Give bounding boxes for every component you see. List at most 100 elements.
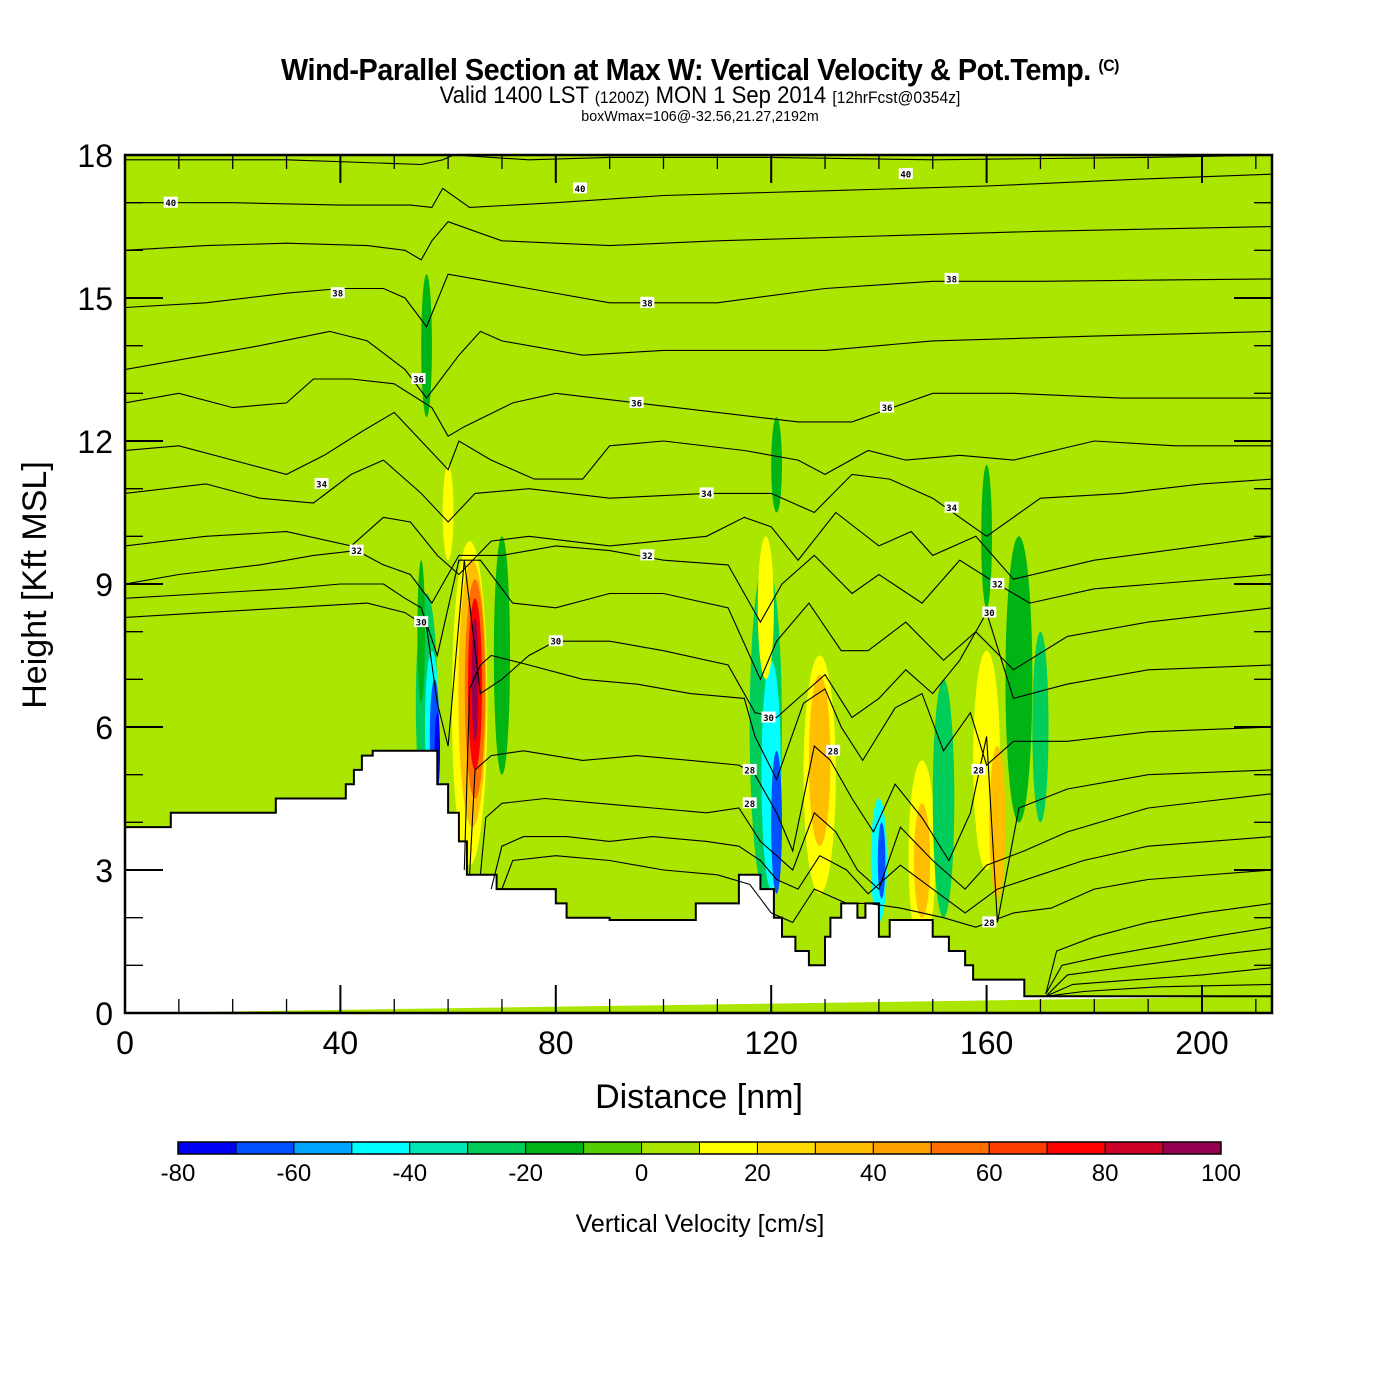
velocity-cell	[913, 803, 931, 918]
theta-label-text: 28	[973, 766, 984, 776]
theta-label: 32	[990, 578, 1005, 591]
theta-label-text: 34	[701, 490, 712, 500]
axis-ticks	[124, 154, 1272, 1014]
theta-contour-line	[125, 173, 1272, 208]
colorbar-bin	[1104, 1141, 1164, 1155]
theta-label-text: 32	[642, 552, 653, 562]
y-tick-labels: 0 3 6 9 12 15 18	[77, 138, 113, 1032]
theta-label-text: 34	[946, 504, 957, 514]
theta-label-text: 38	[332, 290, 343, 300]
theta-label-bg	[573, 182, 587, 194]
velocity-cell	[195, 488, 249, 870]
theta-contour-line	[1045, 902, 1272, 995]
theta-label-bg	[411, 373, 426, 384]
velocity-cell	[877, 822, 886, 899]
velocity-cell	[1005, 536, 1033, 823]
y-axis-title: Height [Kft MSL]	[16, 461, 54, 709]
x-axis-title: Distance [nm]	[595, 1078, 803, 1116]
colorbar	[177, 1141, 1222, 1155]
theta-label-bg	[982, 606, 997, 618]
velocity-cell	[431, 155, 465, 346]
y-tick-label: 6	[95, 710, 113, 746]
theta-label-text: 28	[984, 919, 995, 929]
theta-contour-line	[1045, 948, 1272, 997]
colorbar-bin	[467, 1141, 527, 1155]
velocity-cell	[421, 274, 432, 418]
colorbar-tick-label: -80	[161, 1160, 196, 1187]
theta-label-text: 36	[413, 376, 424, 386]
y-tick-label: 3	[95, 853, 113, 889]
terrain-fill	[125, 750, 1272, 1013]
colorbar-bin	[525, 1141, 585, 1155]
chart-title: Wind-Parallel Section at Max W: Vertical…	[49, 52, 1351, 88]
colorbar-bin	[583, 1141, 643, 1155]
velocity-cell	[157, 155, 179, 394]
velocity-cell	[932, 679, 955, 918]
theta-contour-line	[463, 654, 1272, 871]
velocity-cell	[493, 536, 511, 775]
terrain-mask	[125, 749, 1272, 1013]
theta-label-bg	[944, 272, 959, 284]
theta-label-text: 36	[882, 404, 893, 414]
y-tick-label: 18	[77, 138, 113, 174]
theta-contour-line	[469, 736, 1272, 923]
theta-label: 36	[880, 401, 894, 414]
theta-label-bg	[761, 711, 776, 723]
colorbar-title: Vertical Velocity [cm/s]	[576, 1210, 825, 1238]
theta-contour-line	[479, 793, 1272, 891]
theta-label-bg	[898, 168, 913, 180]
velocity-cell	[835, 369, 869, 608]
theta-label-text: 40	[575, 185, 586, 195]
colorbar-tick-label: 60	[976, 1160, 1003, 1187]
box-wmax-info: boxWmax=106@-32.56,21.27,2192m	[581, 108, 819, 125]
colorbar-bin	[756, 1141, 816, 1155]
velocity-cell	[555, 607, 610, 799]
velocity-cell	[1207, 383, 1251, 499]
velocity-cell	[1078, 788, 1143, 904]
theta-label: 30	[761, 711, 776, 724]
theta-label: 30	[982, 606, 997, 619]
colorbar-bin	[235, 1141, 295, 1155]
velocity-cell	[442, 464, 454, 561]
colorbar-bin	[814, 1141, 874, 1155]
x-tick-label: 0	[116, 1025, 134, 1061]
velocity-cell	[771, 417, 782, 513]
velocity-cell	[471, 617, 479, 742]
x-tick-label: 120	[745, 1025, 798, 1061]
theta-contour-line	[125, 273, 1272, 328]
theta-contour-line	[125, 378, 1272, 437]
theta-label-text: 30	[550, 638, 561, 648]
theta-label-text: 28	[744, 800, 755, 810]
velocity-cell	[417, 560, 425, 704]
y-tick-label: 12	[77, 424, 113, 460]
y-tick-label: 9	[95, 567, 113, 603]
theta-label: 34	[944, 501, 959, 514]
velocity-cell	[757, 536, 774, 680]
theta-label-bg	[314, 477, 329, 489]
colorbar-tick-label: -40	[392, 1160, 427, 1187]
colorbar-bin	[872, 1141, 932, 1155]
colorbar-bin	[293, 1141, 353, 1155]
theta-label: 28	[826, 744, 841, 757]
velocity-cell	[1148, 631, 1256, 870]
theta-label-bg	[971, 763, 986, 775]
velocity-cell	[458, 202, 492, 584]
theta-label: 40	[898, 168, 913, 181]
theta-label: 34	[314, 477, 329, 490]
theta-contour-line	[1045, 926, 1272, 995]
colorbar-bin	[930, 1141, 990, 1155]
theta-label-text: 38	[946, 275, 957, 285]
y-tick-label: 0	[95, 996, 113, 1032]
theta-contour-line	[125, 559, 1272, 681]
x-tick-label: 80	[538, 1025, 574, 1061]
theta-contour-line	[1045, 967, 1272, 997]
velocity-cell	[808, 674, 831, 847]
theta-label: 32	[349, 544, 364, 557]
theta-contour-line	[125, 411, 1272, 480]
theta-contour-line	[1045, 983, 1272, 997]
theta-label: 28	[742, 797, 757, 810]
theta-label-bg	[742, 763, 757, 775]
colorbar-bin	[351, 1141, 411, 1155]
valid-utc: (1200Z)	[594, 88, 650, 107]
